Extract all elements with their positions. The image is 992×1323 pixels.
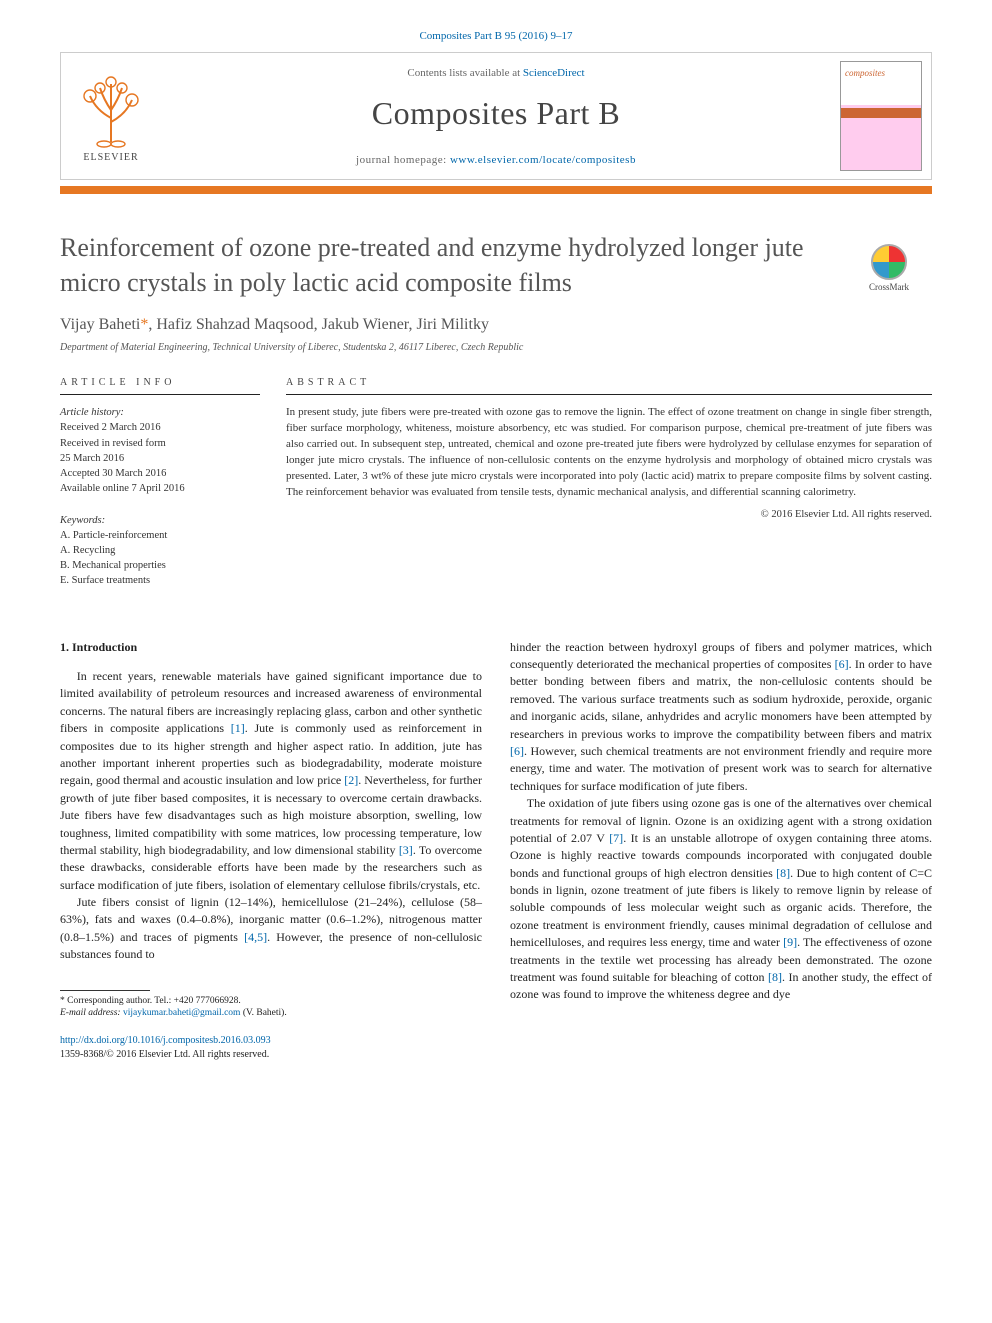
keywords-label: Keywords: <box>60 513 260 528</box>
footnote-rule <box>60 990 150 991</box>
citation-link[interactable]: [1] <box>231 721 245 735</box>
top-citation: Composites Part B 95 (2016) 9–17 <box>60 30 932 42</box>
authors-text: Vijay Baheti*, Hafiz Shahzad Maqsood, Ja… <box>60 316 489 333</box>
issn-copyright: 1359-8368/© 2016 Elsevier Ltd. All right… <box>60 1049 269 1060</box>
section-heading: 1. Introduction <box>60 639 482 656</box>
citation-link[interactable]: [8] <box>776 866 790 880</box>
elsevier-tree-icon <box>76 70 146 150</box>
crossmark-icon <box>871 244 907 280</box>
keywords-block: Keywords: A. Particle-reinforcement A. R… <box>60 513 260 589</box>
abstract-column: ABSTRACT In present study, jute fibers w… <box>286 377 932 604</box>
footnotes: * Corresponding author. Tel.: +420 77706… <box>60 995 482 1021</box>
cover-title: composites <box>845 68 885 78</box>
citation-link[interactable]: [3] <box>399 843 413 857</box>
citation-link[interactable]: [9] <box>783 935 797 949</box>
keyword: A. Particle-reinforcement <box>60 528 260 543</box>
keyword: A. Recycling <box>60 543 260 558</box>
corresponding-author: * Corresponding author. Tel.: +420 77706… <box>60 995 482 1008</box>
meta-abstract-row: ARTICLE INFO Article history: Received 2… <box>60 377 932 604</box>
crossmark-badge[interactable]: CrossMark <box>852 244 926 292</box>
author-email-link[interactable]: vijaykumar.baheti@gmail.com <box>123 1008 240 1018</box>
journal-homepage-line: journal homepage: www.elsevier.com/locat… <box>161 154 831 166</box>
affiliation: Department of Material Engineering, Tech… <box>60 342 932 353</box>
journal-cover-block: composites <box>831 53 931 179</box>
journal-center: Contents lists available at ScienceDirec… <box>161 53 831 179</box>
contents-list-line: Contents lists available at ScienceDirec… <box>161 67 831 79</box>
history-line: Received 2 March 2016 <box>60 420 260 435</box>
keyword: B. Mechanical properties <box>60 558 260 573</box>
homepage-link[interactable]: www.elsevier.com/locate/compositesb <box>450 154 636 166</box>
left-column: 1. Introduction In recent years, renewab… <box>60 639 482 1063</box>
accent-bar <box>60 186 932 194</box>
author-list: Vijay Baheti*, Hafiz Shahzad Maqsood, Ja… <box>60 316 932 334</box>
email-label: E-mail address: <box>60 1008 123 1018</box>
doi-link[interactable]: http://dx.doi.org/10.1016/j.compositesb.… <box>60 1035 271 1046</box>
sciencedirect-link[interactable]: ScienceDirect <box>523 67 585 79</box>
homepage-label: journal homepage: <box>356 154 450 166</box>
keyword: E. Surface treatments <box>60 573 260 588</box>
body-paragraph: In recent years, renewable materials hav… <box>60 668 482 894</box>
body-paragraph: The oxidation of jute fibers using ozone… <box>510 795 932 1004</box>
body-paragraph: Jute fibers consist of lignin (12–14%), … <box>60 894 482 964</box>
doi-block: http://dx.doi.org/10.1016/j.compositesb.… <box>60 1034 482 1062</box>
body-paragraph: hinder the reaction between hydroxyl gro… <box>510 639 932 796</box>
abstract-text: In present study, jute fibers were pre-t… <box>286 405 932 501</box>
journal-name: Composites Part B <box>161 95 831 132</box>
journal-cover-thumbnail: composites <box>840 61 922 171</box>
history-line: Received in revised form <box>60 436 260 451</box>
email-line: E-mail address: vijaykumar.baheti@gmail.… <box>60 1007 482 1020</box>
citation-link[interactable]: [4,5] <box>244 930 267 944</box>
citation-link[interactable]: [6] <box>835 657 849 671</box>
citation-link[interactable]: [6] <box>510 744 524 758</box>
article-info-head: ARTICLE INFO <box>60 377 260 395</box>
history-line: Accepted 30 March 2016 <box>60 466 260 481</box>
history-line: Available online 7 April 2016 <box>60 481 260 496</box>
abstract-copyright: © 2016 Elsevier Ltd. All rights reserved… <box>286 509 932 520</box>
citation-link[interactable]: [2] <box>344 773 358 787</box>
abstract-head: ABSTRACT <box>286 377 932 395</box>
citation-link[interactable]: [7] <box>609 831 623 845</box>
email-suffix: (V. Baheti). <box>240 1008 286 1018</box>
article-title: Reinforcement of ozone pre-treated and e… <box>60 230 820 300</box>
history-label: Article history: <box>60 405 260 420</box>
citation-link[interactable]: [8] <box>768 970 782 984</box>
right-column: hinder the reaction between hydroxyl gro… <box>510 639 932 1063</box>
article-history-block: Article history: Received 2 March 2016 R… <box>60 405 260 496</box>
body-columns: 1. Introduction In recent years, renewab… <box>60 639 932 1063</box>
article-info-column: ARTICLE INFO Article history: Received 2… <box>60 377 260 604</box>
history-line: 25 March 2016 <box>60 451 260 466</box>
journal-header: ELSEVIER Contents lists available at Sci… <box>60 52 932 180</box>
contents-label: Contents lists available at <box>407 67 522 79</box>
crossmark-label: CrossMark <box>852 282 926 292</box>
publisher-logo-block: ELSEVIER <box>61 53 161 179</box>
publisher-name: ELSEVIER <box>83 152 138 163</box>
